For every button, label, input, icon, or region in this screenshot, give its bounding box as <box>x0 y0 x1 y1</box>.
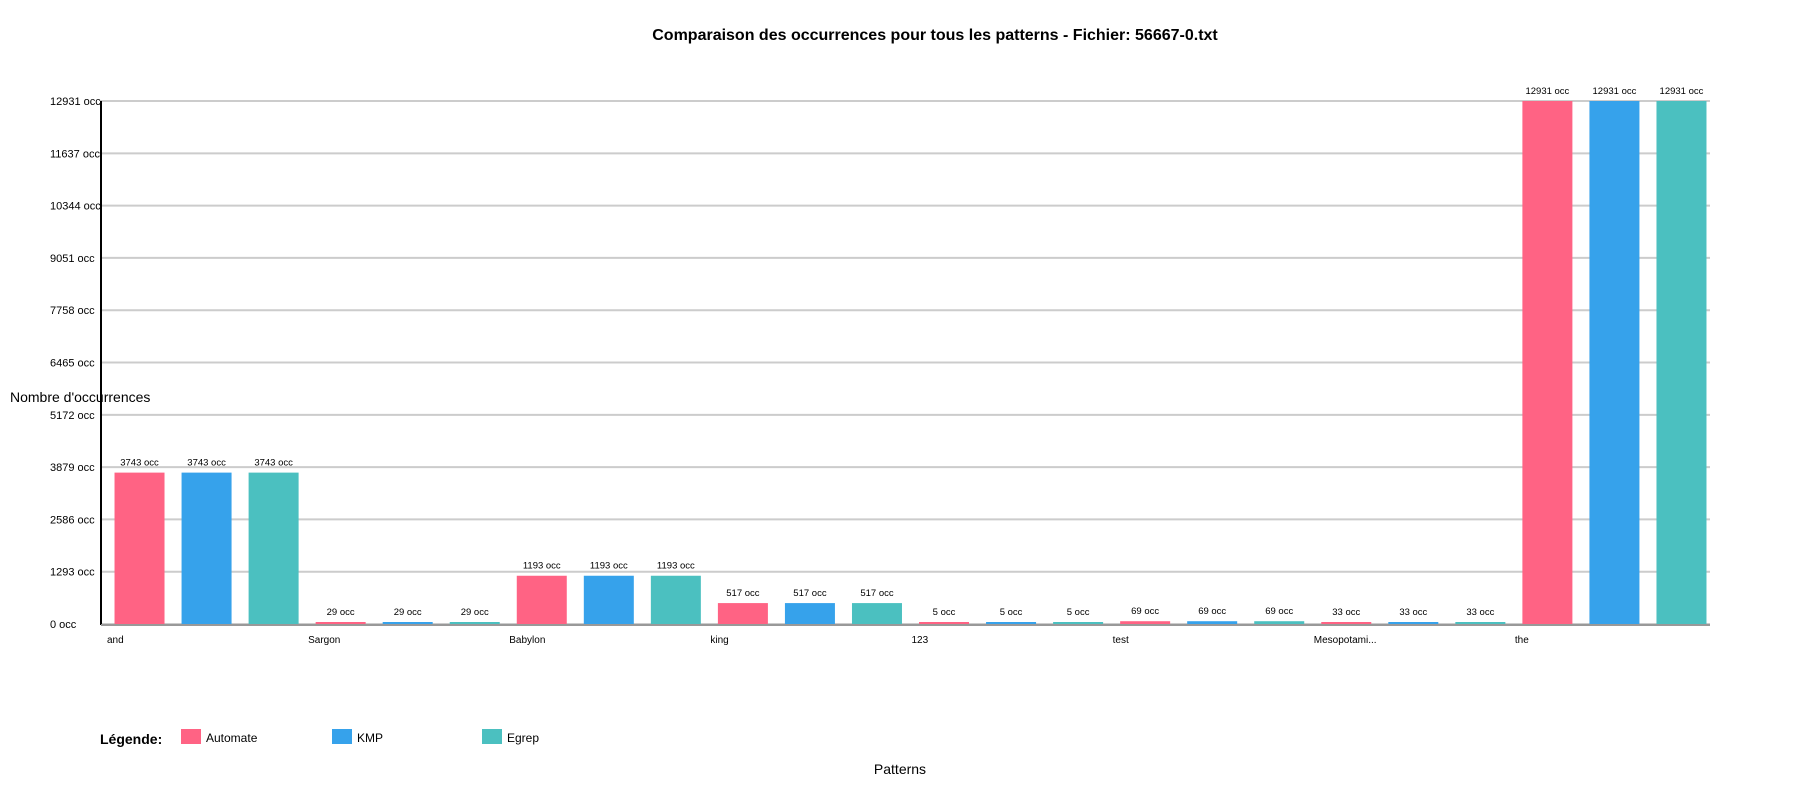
bar-egrep-3 <box>851 603 902 624</box>
data-label: 5 occ <box>1000 607 1023 618</box>
legend: Légende: Automate KMP Egrep <box>100 729 539 747</box>
bar-automate-0 <box>114 472 165 624</box>
data-label: 69 occ <box>1198 606 1226 617</box>
data-label: 33 occ <box>1466 607 1494 618</box>
data-label: 33 occ <box>1332 607 1360 618</box>
y-tick-label: 9051 occ <box>50 253 95 265</box>
legend-label-automate: Automate <box>206 731 258 745</box>
y-tick-label: 3879 occ <box>50 462 95 474</box>
x-axis-ticks: and Sargon Babylon king 123 test Mesopotami...… <box>107 635 1529 646</box>
data-label: 12931 occ <box>1660 86 1704 97</box>
data-label: 517 occ <box>726 588 760 599</box>
y-tick-label: 11637 occ <box>50 148 100 160</box>
data-label: 3743 occ <box>254 458 293 469</box>
y-tick-label: 1293 occ <box>50 567 95 579</box>
bar-kmp-4 <box>986 622 1037 624</box>
bar-automate-7 <box>1522 101 1573 624</box>
x-tick-label: test <box>1113 635 1129 646</box>
data-label: 5 occ <box>933 607 956 618</box>
data-label: 12931 occ <box>1593 86 1637 97</box>
x-tick-label: and <box>107 635 124 646</box>
data-label: 5 occ <box>1067 607 1090 618</box>
data-label: 29 occ <box>394 607 422 618</box>
bar-egrep-5 <box>1254 621 1305 624</box>
y-tick-label: 12931 occ <box>50 96 101 108</box>
x-tick-label: Sargon <box>308 635 340 646</box>
y-tick-label: 7758 occ <box>50 305 95 317</box>
bar-automate-1 <box>315 622 366 624</box>
y-tick-label: 2586 occ <box>50 514 95 526</box>
bar-kmp-2 <box>583 575 634 624</box>
data-label: 1193 occ <box>523 561 561 572</box>
bar-egrep-7 <box>1656 101 1707 624</box>
data-label: 517 occ <box>793 588 827 599</box>
legend-label-kmp: KMP <box>357 731 383 745</box>
bar-automate-2 <box>516 575 567 624</box>
data-label: 12931 occ <box>1525 86 1569 97</box>
data-label: 69 occ <box>1265 606 1293 617</box>
bar-automate-3 <box>717 603 768 624</box>
x-tick-label: the <box>1515 635 1529 646</box>
bar-egrep-1 <box>449 622 500 624</box>
data-labels: 3743 occ 3743 occ 3743 occ 29 occ 29 occ 29 o… <box>120 86 1703 618</box>
y-tick-label: 0 occ <box>50 619 77 631</box>
legend-title: Légende: <box>100 731 162 747</box>
y-tick-label: 6465 occ <box>50 358 95 370</box>
bar-automate-4 <box>919 622 970 624</box>
data-label: 1193 occ <box>657 561 695 572</box>
bar-egrep-0 <box>248 472 299 624</box>
x-tick-label: Babylon <box>509 635 545 646</box>
bar-kmp-6 <box>1388 622 1439 624</box>
bar-egrep-4 <box>1053 622 1104 624</box>
grid-lines <box>101 100 1710 625</box>
bars <box>114 101 1707 624</box>
chart-title: Comparaison des occurrences pour tous le… <box>652 27 1218 44</box>
bar-kmp-7 <box>1589 101 1640 624</box>
legend-swatch-egrep <box>482 729 502 744</box>
bar-kmp-3 <box>784 603 835 624</box>
y-axis-ticks: 0 occ 1293 occ 2586 occ 3879 occ 5172 occ 646… <box>50 96 101 631</box>
data-label: 3743 occ <box>187 458 226 469</box>
bar-automate-5 <box>1120 621 1171 624</box>
x-tick-label: 123 <box>912 635 929 646</box>
x-axis-label: Patterns <box>874 761 926 777</box>
y-tick-label: 10344 occ <box>50 201 101 213</box>
data-label: 1193 occ <box>590 561 628 572</box>
x-tick-label: king <box>710 635 728 646</box>
bar-kmp-5 <box>1187 621 1238 624</box>
data-label: 3743 occ <box>120 458 159 469</box>
data-label: 29 occ <box>461 607 489 618</box>
data-label: 69 occ <box>1131 606 1159 617</box>
legend-label-egrep: Egrep <box>507 731 539 745</box>
bar-kmp-0 <box>181 472 232 624</box>
y-axis-label: Nombre d'occurrences <box>10 389 150 405</box>
bar-automate-6 <box>1321 622 1372 624</box>
y-tick-label: 5172 occ <box>50 410 95 422</box>
data-label: 33 occ <box>1399 607 1427 618</box>
data-label: 517 occ <box>860 588 894 599</box>
bar-kmp-1 <box>382 622 433 624</box>
bar-egrep-6 <box>1455 622 1506 624</box>
legend-swatch-kmp <box>332 729 352 744</box>
data-label: 29 occ <box>327 607 355 618</box>
bar-egrep-2 <box>650 575 701 624</box>
legend-swatch-automate <box>181 729 201 744</box>
x-tick-label: Mesopotami... <box>1314 635 1377 646</box>
